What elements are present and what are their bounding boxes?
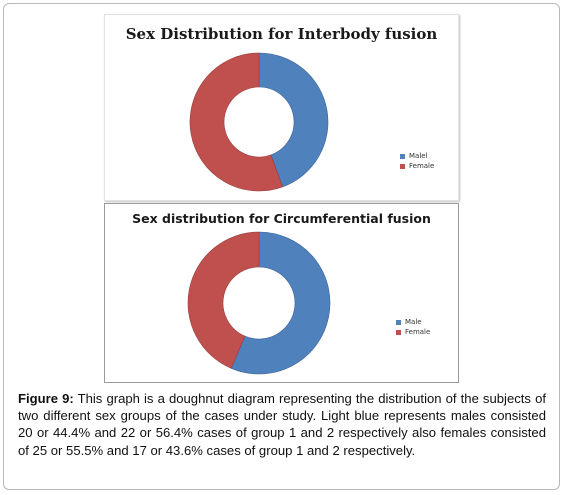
chart-panel-circumferential: Sex distribution for Circumferential fus… bbox=[104, 203, 459, 383]
slice-male bbox=[230, 231, 331, 375]
legend-label-female: Female bbox=[405, 328, 431, 336]
legend-swatch-male bbox=[396, 319, 401, 325]
legend-label-male: Malel bbox=[409, 152, 428, 160]
chart-legend: Male Female bbox=[396, 317, 430, 337]
chart-panel-interbody: Sex Distribution for Interbody fusion Ma… bbox=[104, 14, 459, 201]
legend-swatch-female bbox=[396, 329, 401, 335]
legend-label-female: Female bbox=[409, 162, 435, 170]
doughnut-chart bbox=[189, 52, 329, 192]
chart-title: Sex Distribution for Interbody fusion bbox=[125, 25, 438, 43]
legend-label-male: Male bbox=[405, 318, 422, 326]
legend-item-male: Malel bbox=[400, 151, 434, 161]
legend-item-male: Male bbox=[396, 317, 430, 327]
caption-text: This graph is a doughnut diagram represe… bbox=[18, 391, 546, 458]
slice-female bbox=[187, 231, 260, 369]
figure-caption: Figure 9: This graph is a doughnut diagr… bbox=[18, 390, 546, 459]
legend-swatch-female bbox=[400, 163, 405, 169]
slice-female bbox=[189, 52, 283, 192]
doughnut-chart bbox=[187, 231, 331, 375]
caption-label: Figure 9: bbox=[18, 391, 74, 406]
chart-legend: Malel Female bbox=[400, 151, 434, 171]
legend-item-female: Female bbox=[396, 327, 430, 337]
legend-swatch-male bbox=[400, 153, 405, 159]
slice-male bbox=[258, 52, 329, 188]
chart-title: Sex distribution for Circumferential fus… bbox=[132, 211, 431, 226]
legend-item-female: Female bbox=[400, 161, 434, 171]
